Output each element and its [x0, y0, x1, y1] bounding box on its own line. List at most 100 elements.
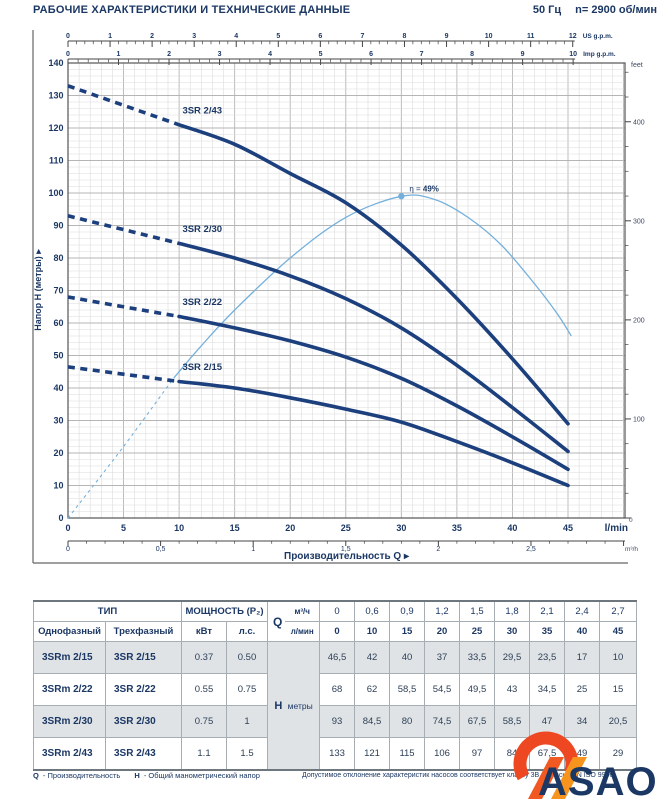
svg-text:300: 300 [633, 218, 645, 225]
svg-text:10: 10 [485, 33, 493, 40]
head-value: 62 [354, 673, 391, 706]
svg-text:2: 2 [436, 546, 440, 553]
svg-text:130: 130 [48, 91, 63, 101]
pump-curve-3SR-2-30: 3SR 2/30 [67, 214, 570, 454]
svg-text:l/min: l/min [605, 523, 628, 534]
head-value: 67,5 [459, 705, 496, 738]
kw-value: 0.75 [181, 705, 227, 738]
h-letter: H [274, 699, 283, 712]
hp-value: 0.50 [225, 641, 269, 674]
three-phase-type: 3SR 2/30 [105, 705, 182, 738]
head-value: 115 [389, 737, 426, 771]
svg-text:0,5: 0,5 [156, 546, 166, 553]
eta-label: η = 49% [409, 184, 439, 193]
head-value: 54,5 [424, 673, 461, 706]
svg-text:3: 3 [192, 33, 196, 40]
curve-label: 3SR 2/30 [182, 224, 222, 235]
frequency-label: 50 Гц [532, 4, 562, 16]
head-value: 121 [354, 737, 391, 771]
svg-text:Производительность Q ▸: Производительность Q ▸ [284, 551, 410, 562]
lmin-value-header: 10 [354, 621, 391, 642]
imp-gpm-ruler: 0 1 2 3 4 5 6 7 8 9 10 Imp g.p.m. [66, 51, 616, 65]
hp-value: 1.5 [225, 737, 269, 771]
hp-header: л.с. [225, 621, 269, 642]
kw-value: 0.55 [181, 673, 227, 706]
svg-text:2: 2 [150, 33, 154, 40]
head-value: 37 [424, 641, 461, 674]
h-unit: метры [285, 700, 313, 711]
chart-grid [67, 62, 625, 519]
m3h-value-header: 2,7 [599, 600, 638, 622]
svg-text:45: 45 [563, 523, 573, 533]
hp-value: 1 [225, 705, 269, 738]
head-value: 46,5 [319, 641, 356, 674]
svg-text:3: 3 [218, 51, 222, 58]
kw-value: 1.1 [181, 737, 227, 771]
svg-text:20: 20 [53, 448, 63, 458]
m3h-value-header: 1,8 [494, 600, 531, 622]
us-gpm-ruler: 0 1 2 3 4 5 6 7 8 9 10 11 12 US g.p.m. [66, 33, 613, 47]
head-value: 34,5 [529, 673, 566, 706]
q-top-unit: м³/ч [285, 602, 319, 622]
svg-text:9: 9 [445, 33, 449, 40]
svg-text:20: 20 [285, 523, 295, 533]
curve-label: 3SR 2/22 [182, 297, 222, 308]
footer-note: Допустимое отклонение характеристик насо… [302, 772, 614, 779]
head-value: 93 [319, 705, 356, 738]
svg-text:m³/h: m³/h [625, 546, 638, 553]
three-phase-type: 3SR 2/15 [105, 641, 182, 674]
logo-slash-icon [528, 757, 564, 799]
m3h-value-header: 1,5 [459, 600, 496, 622]
legend-text: - Общий манометрический напор [141, 771, 260, 780]
svg-text:5: 5 [319, 51, 323, 58]
svg-text:6: 6 [318, 33, 322, 40]
m3h-value-header: 0,6 [354, 600, 391, 622]
q-bottom-unit: л/мин [290, 627, 314, 636]
svg-text:110: 110 [49, 156, 64, 166]
svg-text:US g.p.m.: US g.p.m. [583, 33, 613, 40]
table-row: 3SRm 2/43 3SR 2/43 1.1 1.5 133 121 115 106 97 84 6… [33, 737, 638, 771]
svg-text:0: 0 [66, 51, 70, 58]
m3h-value-header: 1,2 [424, 600, 461, 622]
svg-text:0: 0 [65, 523, 70, 533]
page-title: РАБОЧИЕ ХАРАКТЕРИСТИКИ И ТЕХНИЧЕСКИЕ ДАН… [33, 4, 351, 16]
chart-axes [67, 62, 626, 519]
svg-text:1,5: 1,5 [341, 546, 351, 553]
svg-text:4: 4 [234, 33, 238, 40]
single-phase-type: 3SRm 2/15 [33, 641, 106, 674]
y-axis-metres: 0 10 20 30 40 50 60 70 80 90 100 110 120 130 140 Напор … [33, 58, 64, 523]
svg-text:15: 15 [230, 523, 240, 533]
head-value: 47 [529, 705, 566, 738]
speed-label: n= 2900 об/мин [575, 4, 657, 16]
svg-text:70: 70 [53, 286, 63, 296]
svg-text:140: 140 [48, 58, 63, 68]
svg-text:10: 10 [174, 523, 184, 533]
head-value: 49,5 [459, 673, 496, 706]
head-value: 84,5 [354, 705, 391, 738]
svg-text:30: 30 [396, 523, 406, 533]
svg-text:2,5: 2,5 [526, 546, 536, 553]
header-specs: 50 Гц n= 2900 об/мин [519, 4, 657, 16]
table-header-row: Однофазный Трехфазный кВт л.с. 0 10 15 20 25 30 35… [33, 621, 638, 642]
kw-value: 0.37 [181, 641, 227, 674]
svg-text:feet: feet [631, 62, 643, 69]
svg-text:7: 7 [360, 33, 364, 40]
head-value: 40 [389, 641, 426, 674]
pump-curves: 3SR 2/43 3SR 2/30 3SR 2/22 3SR 2/15 [67, 84, 570, 488]
type-group-header: ТИП [33, 600, 182, 622]
curve-label: 3SR 2/15 [182, 362, 222, 373]
head-value: 33,5 [459, 641, 496, 674]
svg-text:100: 100 [633, 416, 645, 423]
efficiency-curve [67, 194, 572, 519]
pump-curve-3SR-2-15: 3SR 2/15 [67, 362, 570, 488]
head-value: 29 [599, 737, 638, 771]
svg-text:8: 8 [403, 33, 407, 40]
lmin-value-header: 40 [564, 621, 601, 642]
single-phase-type: 3SRm 2/22 [33, 673, 106, 706]
svg-text:12: 12 [569, 33, 577, 40]
head-value: 42 [354, 641, 391, 674]
svg-text:4: 4 [268, 51, 272, 58]
